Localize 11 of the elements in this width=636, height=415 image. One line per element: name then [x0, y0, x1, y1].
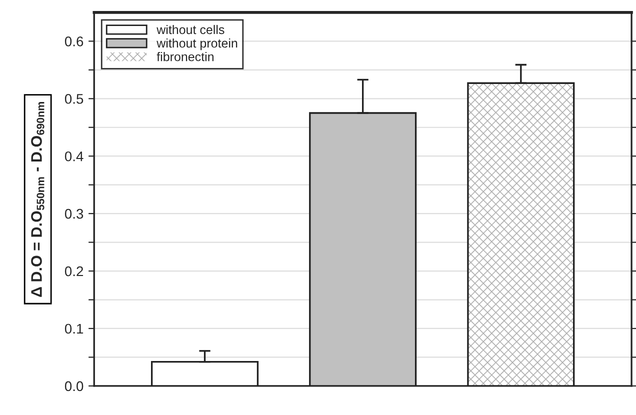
y-tick-label: 0.1 — [64, 324, 84, 334]
legend-label: without cells — [156, 24, 224, 34]
y-tick-label: 0.6 — [64, 36, 84, 46]
y-axis-title: Δ D.O = D.O$_{550nm}$ - D.O$_{690nm}$ — [31, 102, 44, 297]
y-tick-label: 0.5 — [64, 94, 84, 104]
legend-label: without protein — [156, 38, 238, 50]
y-tick-label: 0.3 — [64, 208, 84, 219]
y-tick-label: 0.2 — [64, 266, 84, 276]
legend-label: fibronectin — [156, 52, 214, 62]
y-tick-label: 0.0 — [64, 381, 84, 392]
y-tick-label: 0.4 — [64, 151, 84, 162]
